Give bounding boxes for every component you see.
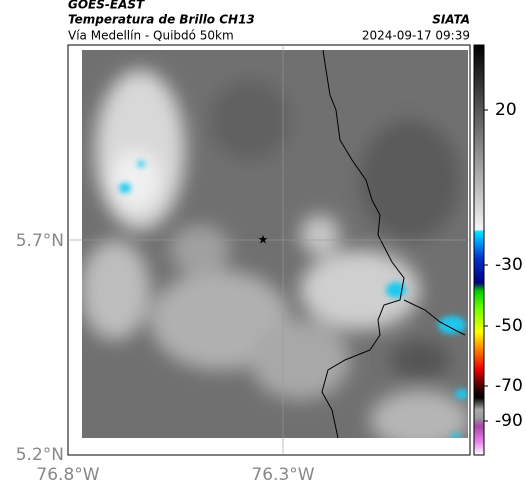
colorbar-ticks: 20 -30 -50 -70 -90 — [484, 100, 523, 431]
colorbar — [473, 44, 485, 456]
colorbar-tick-label: -30 — [495, 255, 523, 275]
lon-label: 76.8°W — [36, 465, 99, 485]
product: GOES-EAST — [68, 0, 145, 12]
colorbar-tick-label: -90 — [495, 411, 523, 431]
lon-label: 76.3°W — [251, 465, 314, 485]
colorbar-tick-label: -50 — [495, 316, 523, 336]
colorbar-tick-label: -70 — [495, 376, 523, 396]
axis-labels: 5.7°N 5.2°N 76.8°W 76.3°W — [16, 231, 315, 485]
lat-label: 5.2°N — [16, 445, 64, 465]
location-star: ★ — [258, 233, 269, 247]
lat-label: 5.7°N — [16, 231, 64, 251]
satellite-image — [82, 50, 468, 438]
colorbar-tick-label: 20 — [495, 100, 517, 120]
subtitle: Vía Medellín - Quibdó 50km — [68, 29, 234, 43]
datetime: 2024-09-17 09:39 — [362, 29, 470, 43]
header: GOES-EAST Temperatura de Brillo CH13 SIA… — [68, 0, 470, 43]
source: SIATA — [432, 13, 470, 27]
title: Temperatura de Brillo CH13 — [68, 13, 255, 27]
